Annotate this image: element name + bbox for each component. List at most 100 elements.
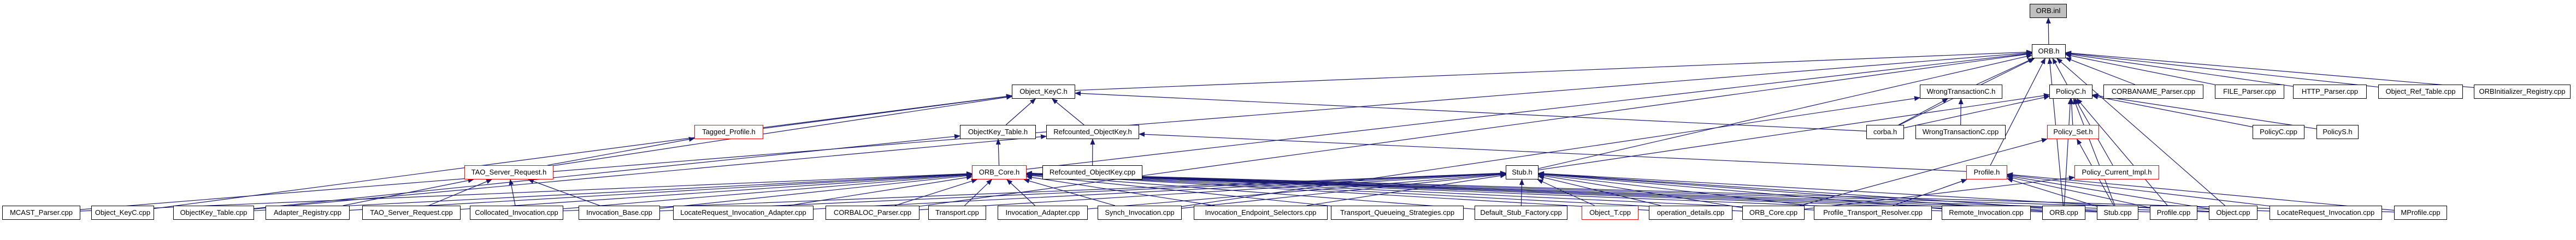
graph-node-PolicyS.h[interactable]: PolicyS.h bbox=[2316, 125, 2359, 139]
edge-MProfile.cpp-to-ORB_Core.h bbox=[1026, 171, 2395, 213]
edge-Default_Stub_Factory.cpp-to-ORB_Core.h bbox=[1026, 172, 1475, 210]
graph-node-label: Collocated_Invocation.cpp bbox=[475, 208, 558, 217]
graph-node-label: Transport_Queueing_Strategies.cpp bbox=[1340, 208, 1455, 217]
graph-node-Collocated_Invocation.cpp[interactable]: Collocated_Invocation.cpp bbox=[470, 206, 563, 220]
graph-node-ORB_Core.h[interactable]: ORB_Core.h bbox=[972, 165, 1027, 179]
edge-Adapter_Registry.cpp-to-ORB_Core.h bbox=[349, 172, 972, 211]
edge-ORB_Core.cpp-to-Policy_Current_Impl.h bbox=[1804, 175, 2075, 209]
graph-node-label: WrongTransactionC.cpp bbox=[1922, 128, 1999, 136]
graph-node-PolicyC.h[interactable]: PolicyC.h bbox=[2049, 85, 2092, 99]
edge-TAO_Server_Request.cpp-to-TAO_Server_Request.h bbox=[428, 179, 493, 206]
graph-node-label: WrongTransactionC.h bbox=[1926, 87, 1996, 95]
graph-node-Transport_Queueing_Strategies.cpp[interactable]: Transport_Queueing_Strategies.cpp bbox=[1331, 206, 1464, 220]
edge-Profile_Transport_Resolver.cpp-to-Profile.h bbox=[1893, 179, 1967, 206]
graph-node-Adapter_Registry.cpp[interactable]: Adapter_Registry.cpp bbox=[266, 206, 350, 220]
graph-node-label: LocateRequest_Invocation_Adapter.cpp bbox=[680, 208, 806, 217]
edge-CORBALOC_Parser.cpp-to-ORB_Core.h bbox=[894, 178, 978, 206]
graph-node-Tagged_Profile.h[interactable]: Tagged_Profile.h bbox=[694, 125, 763, 139]
graph-node-Stub.cpp[interactable]: Stub.cpp bbox=[2097, 206, 2138, 220]
graph-node-Remote_Invocation.cpp[interactable]: Remote_Invocation.cpp bbox=[1942, 206, 2031, 220]
edge-Invocation_Endpoint_Selectors.cpp-to-Stub.h bbox=[1306, 173, 1506, 206]
graph-node-Refcounted_ObjectKey.cpp[interactable]: Refcounted_ObjectKey.cpp bbox=[1042, 165, 1142, 179]
graph-node-ORBInitializer_Registry.cpp[interactable]: ORBInitializer_Registry.cpp bbox=[2474, 85, 2571, 99]
edge-Adapter_Registry.cpp-to-TAO_Server_Request.h bbox=[343, 178, 474, 206]
graph-node-Object_T.cpp[interactable]: Object_T.cpp bbox=[1582, 206, 1638, 220]
graph-node-label: Profile.cpp bbox=[2156, 208, 2191, 217]
graph-node-Stub.h[interactable]: Stub.h bbox=[1506, 165, 1538, 179]
graph-node-ORB.h[interactable]: ORB.h bbox=[2032, 44, 2066, 58]
edge-PolicyS.h-to-PolicyC.h bbox=[2092, 93, 2317, 129]
graph-node-WrongTransactionC.cpp[interactable]: WrongTransactionC.cpp bbox=[1915, 125, 2006, 139]
graph-node-HTTP_Parser.cpp[interactable]: HTTP_Parser.cpp bbox=[2293, 85, 2367, 99]
graph-node-MProfile.cpp[interactable]: MProfile.cpp bbox=[2394, 206, 2447, 220]
graph-node-label: Object.cpp bbox=[2216, 208, 2250, 217]
graph-node-Object.cpp[interactable]: Object.cpp bbox=[2209, 206, 2257, 220]
graph-node-TAO_Server_Request.h[interactable]: TAO_Server_Request.h bbox=[464, 165, 553, 179]
edge-Invocation_Base.cpp-to-Stub.h bbox=[659, 171, 1506, 212]
graph-node-WrongTransactionC.h[interactable]: WrongTransactionC.h bbox=[1920, 85, 2002, 99]
edge-Object_KeyC.cpp-to-Object_KeyC.h bbox=[154, 94, 1012, 209]
graph-node-Profile_Transport_Resolver.cpp[interactable]: Profile_Transport_Resolver.cpp bbox=[1814, 206, 1932, 220]
edge-ORB_Core.cpp-to-ORB_Core.h bbox=[1026, 171, 1743, 212]
graph-node-label: Invocation_Base.cpp bbox=[586, 208, 652, 217]
edge-Object.cpp-to-Stub.h bbox=[1538, 171, 2209, 212]
graph-node-LocateRequest_Invocation.cpp[interactable]: LocateRequest_Invocation.cpp bbox=[2270, 206, 2382, 220]
edge-corba.h-to-WrongTransactionC.h bbox=[1898, 98, 1948, 125]
graph-node-Invocation_Base.cpp[interactable]: Invocation_Base.cpp bbox=[579, 206, 660, 220]
graph-node-label: Profile.h bbox=[1973, 168, 2000, 176]
edge-WrongTransactionC.h-to-ORB.h bbox=[1976, 58, 2034, 85]
graph-node-Profile.h[interactable]: Profile.h bbox=[1966, 165, 2007, 179]
graph-node-label: Invocation_Adapter.cpp bbox=[1005, 208, 1080, 217]
graph-node-PolicyC.cpp[interactable]: PolicyC.cpp bbox=[2253, 125, 2304, 139]
graph-node-FILE_Parser.cpp[interactable]: FILE_Parser.cpp bbox=[2215, 85, 2284, 99]
graph-node-Object_Ref_Table.cpp[interactable]: Object_Ref_Table.cpp bbox=[2378, 85, 2463, 99]
graph-node-Transport.cpp[interactable]: Transport.cpp bbox=[928, 206, 986, 220]
edge-ObjectKey_Table.cpp-to-ObjectKey_Table.h bbox=[254, 134, 960, 209]
graph-node-label: Synch_Invocation.cpp bbox=[1105, 208, 1175, 217]
edge-ORB.cpp-to-PolicyC.h bbox=[2064, 98, 2073, 206]
graph-node-label: TAO_Server_Request.h bbox=[471, 168, 547, 176]
graph-node-label: CORBANAME_Parser.cpp bbox=[2111, 87, 2196, 95]
graph-node-ObjectKey_Table.cpp[interactable]: ObjectKey_Table.cpp bbox=[173, 206, 254, 220]
graph-node-operation_details.cpp[interactable]: operation_details.cpp bbox=[1649, 206, 1732, 220]
graph-node-CORBALOC_Parser.cpp[interactable]: CORBALOC_Parser.cpp bbox=[826, 206, 919, 220]
edge-ObjectKey_Table.cpp-to-ORB_Core.h bbox=[254, 171, 972, 211]
edge-Refcounted_ObjectKey.h-to-Object_KeyC.h bbox=[1052, 98, 1084, 125]
edge-Object.cpp-to-ORB.h bbox=[2056, 58, 2226, 206]
edge-Collocated_Invocation.cpp-to-Stub.h bbox=[563, 171, 1506, 212]
graph-node-CORBANAME_Parser.cpp[interactable]: CORBANAME_Parser.cpp bbox=[2103, 85, 2203, 99]
graph-node-Default_Stub_Factory.cpp[interactable]: Default_Stub_Factory.cpp bbox=[1475, 206, 1567, 220]
edge-Invocation_Base.cpp-to-TAO_Server_Request.h bbox=[528, 179, 600, 206]
graph-node-Invocation_Adapter.cpp[interactable]: Invocation_Adapter.cpp bbox=[998, 206, 1088, 220]
graph-node-ORB_Core.cpp[interactable]: ORB_Core.cpp bbox=[1742, 206, 1805, 220]
graph-node-label: Remote_Invocation.cpp bbox=[1949, 208, 2024, 217]
graph-node-ORB.cpp[interactable]: ORB.cpp bbox=[2042, 206, 2085, 220]
graph-node-LocateRequest_Invocation_Adapter.cpp[interactable]: LocateRequest_Invocation_Adapter.cpp bbox=[673, 206, 814, 220]
edge-ORB.cpp-to-ORB_Core.h bbox=[1026, 171, 2043, 213]
graph-node-Invocation_Endpoint_Selectors.cpp[interactable]: Invocation_Endpoint_Selectors.cpp bbox=[1194, 206, 1328, 220]
graph-node-Object_KeyC.h[interactable]: Object_KeyC.h bbox=[1012, 85, 1075, 99]
graph-node-Object_KeyC.cpp[interactable]: Object_KeyC.cpp bbox=[91, 206, 154, 220]
graph-node-ObjectKey_Table.h[interactable]: ObjectKey_Table.h bbox=[960, 125, 1036, 139]
edge-corba.h-to-PolicyC.h bbox=[1903, 95, 2050, 129]
graph-node-Policy_Set.h[interactable]: Policy_Set.h bbox=[2047, 125, 2099, 139]
graph-node-Policy_Current_Impl.h[interactable]: Policy_Current_Impl.h bbox=[2074, 165, 2159, 179]
graph-node-ORB.inl: ORB.inl bbox=[2030, 4, 2067, 18]
graph-node-Refcounted_ObjectKey.h[interactable]: Refcounted_ObjectKey.h bbox=[1046, 125, 1139, 139]
edge-Transport_Queueing_Strategies.cpp-to-ORB_Core.h bbox=[1026, 173, 1331, 207]
graph-node-corba.h[interactable]: corba.h bbox=[1866, 125, 1904, 139]
edge-Object_KeyC.h-to-ORB.h bbox=[1075, 50, 2032, 91]
edge-CORBANAME_Parser.cpp-to-ORB.h bbox=[2065, 57, 2136, 85]
graph-node-label: corba.h bbox=[1873, 128, 1897, 136]
graph-node-Profile.cpp[interactable]: Profile.cpp bbox=[2150, 206, 2197, 220]
edge-PolicyC.cpp-to-PolicyC.h bbox=[2092, 94, 2253, 128]
graph-node-TAO_Server_Request.cpp[interactable]: TAO_Server_Request.cpp bbox=[362, 206, 461, 220]
graph-node-label: MCAST_Parser.cpp bbox=[10, 208, 73, 217]
edge-corba.h-to-Object_KeyC.h bbox=[1075, 91, 1867, 131]
graph-node-Synch_Invocation.cpp[interactable]: Synch_Invocation.cpp bbox=[1098, 206, 1182, 220]
graph-node-label: ORB_Core.cpp bbox=[1749, 208, 1798, 217]
edge-Profile.cpp-to-Profile.h bbox=[2007, 175, 2150, 208]
graph-node-MCAST_Parser.cpp[interactable]: MCAST_Parser.cpp bbox=[2, 206, 80, 220]
